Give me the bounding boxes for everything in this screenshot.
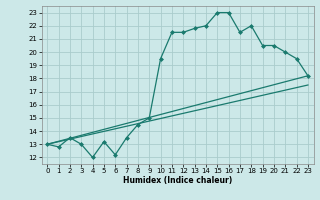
X-axis label: Humidex (Indice chaleur): Humidex (Indice chaleur) bbox=[123, 176, 232, 185]
